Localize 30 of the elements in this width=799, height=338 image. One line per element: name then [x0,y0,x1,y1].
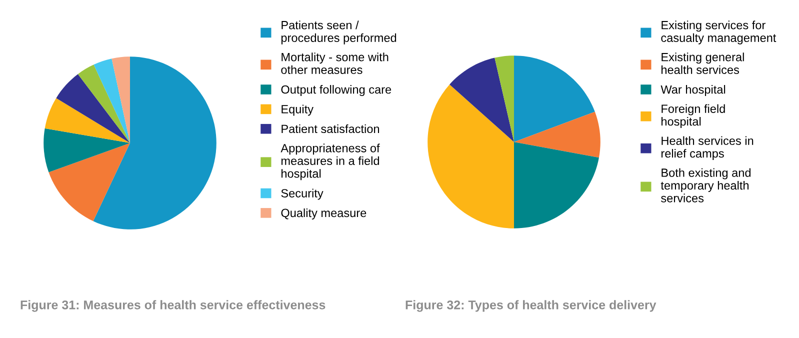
legend-label: Existing general health services [662,52,744,74]
legend-label: Equity [282,104,314,116]
legend-label: Foreign field hospital [662,104,725,128]
pie-slice [78,64,130,143]
pie-slice [93,56,216,230]
pie-slice [44,98,130,143]
pie-slice [514,142,599,228]
legend-label: Quality measure [281,208,366,220]
pie-slice [428,84,514,228]
legend-label: Security [281,188,324,200]
legend-label: Patients seen / procedures performed [281,20,396,44]
text: Figure 31: Measures of health service effectiveness [20,300,326,312]
legend-label: Mortality - some with other measures [281,52,388,74]
pie-slice [494,56,514,142]
legend-label: War hospital [660,85,726,96]
text: Figure 32: Types of health service delivery [406,300,656,312]
pie-slice [94,58,130,143]
legend-label: Both existing and temporary health services [660,168,751,202]
pie-slice [44,128,130,172]
pie-slice [514,56,595,142]
legend-label: Existing services for casualty management [661,20,776,44]
legend-label: Patient satisfaction [282,124,380,134]
pie-slice [514,112,600,158]
legend-label: Output following care [281,85,392,96]
pie-slice [56,74,130,143]
legend-label: Health services in relief camps [661,136,754,160]
legend-label: Appropriateness of measures in a field hospital [280,144,380,180]
pie-slice [450,58,514,142]
pie-slice [112,56,130,143]
pie-slice [48,143,130,222]
